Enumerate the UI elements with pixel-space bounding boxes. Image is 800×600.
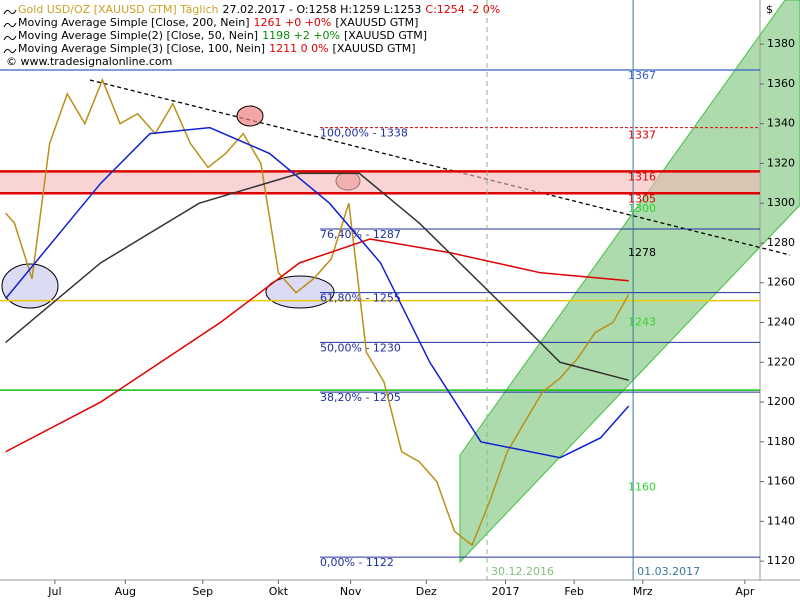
x-tick-label: 2017	[491, 585, 519, 598]
header-line: Moving Average Simple [Close, 200, Nein]…	[18, 16, 418, 29]
header-segment: C:1254 -2 0%	[425, 3, 500, 16]
series-line	[5, 77, 630, 547]
header-icon	[3, 48, 17, 54]
header-segment: 27.02.2017 - O:1258 H:1259 L:1253	[223, 3, 422, 16]
currency-label: $	[766, 3, 773, 16]
fib-label: 50,00% - 1230	[320, 341, 401, 354]
series-line	[5, 238, 629, 453]
price-label: 1367	[628, 69, 656, 82]
header-segment: [XAUUSD GTM]	[335, 16, 418, 29]
y-tick-label: 1160	[767, 475, 795, 488]
price-label: 1300	[628, 202, 656, 215]
series-line	[5, 126, 630, 459]
y-tick-label: 1300	[767, 196, 795, 209]
x-tick-label: Sep	[192, 585, 213, 598]
x-tick-label: Apr	[735, 585, 755, 598]
date-marker-label: 01.03.2017	[637, 565, 700, 578]
marker-ellipse	[1, 263, 59, 309]
x-tick-label: Mrz	[633, 585, 653, 598]
x-tick-label: Okt	[269, 585, 289, 598]
trend-channel	[459, 0, 800, 564]
price-label: 1278	[628, 246, 656, 259]
y-tick-label: 1320	[767, 156, 795, 169]
price-label: 1160	[628, 481, 656, 494]
price-label: 1316	[628, 170, 656, 183]
fib-label: 38,20% - 1205	[320, 391, 401, 404]
y-tick-label: 1240	[767, 316, 795, 329]
y-tick-label: 1380	[767, 37, 795, 50]
x-tick-label: Dez	[416, 585, 437, 598]
price-label: 1305	[628, 192, 656, 205]
header-icon	[3, 22, 17, 28]
x-tick-label: Feb	[564, 585, 583, 598]
header-icon	[3, 35, 17, 41]
x-tick-label: Nov	[340, 585, 362, 598]
price-label: 1243	[628, 316, 656, 329]
header-segment: 1198 +2 +0%	[262, 29, 340, 42]
header-line: Moving Average Simple(3) [Close, 100, Ne…	[18, 42, 416, 55]
header-segment: 1261 +0 +0%	[254, 16, 332, 29]
y-tick-label: 1280	[767, 236, 795, 249]
y-tick-label: 1220	[767, 355, 795, 368]
header-line: © www.tradesignalonline.com	[6, 55, 172, 68]
fib-label: 0,00% - 1122	[320, 556, 394, 569]
y-tick-label: 1340	[767, 117, 795, 130]
y-tick-label: 1120	[767, 554, 795, 567]
y-tick-label: 1180	[767, 435, 795, 448]
marker-ellipse	[236, 105, 264, 127]
fib-label: 100,00% - 1338	[320, 127, 408, 140]
price-label: 1337	[628, 129, 656, 142]
header-line: Moving Average Simple(2) [Close, 50, Nei…	[18, 29, 427, 42]
resistance-band	[0, 171, 760, 194]
y-tick-label: 1360	[767, 77, 795, 90]
date-marker-label: 30.12.2016	[491, 565, 554, 578]
down-trendline	[89, 79, 791, 256]
x-tick-label: Aug	[115, 585, 136, 598]
header-icon	[3, 9, 17, 15]
x-tick-label: Jul	[47, 585, 61, 598]
header-segment: 1211 0 0%	[269, 42, 328, 55]
header-segment: [XAUUSD GTM]	[344, 29, 427, 42]
y-tick-label: 1140	[767, 514, 795, 527]
header-segment: Moving Average Simple [Close, 200, Nein]	[18, 16, 250, 29]
series-line	[5, 172, 629, 381]
y-tick-label: 1200	[767, 395, 795, 408]
header-segment: Gold USD/OZ [XAUUSD GTM] Täglich	[18, 3, 219, 16]
header-line: Gold USD/OZ [XAUUSD GTM] Täglich 27.02.20…	[18, 3, 500, 16]
header-segment: Moving Average Simple(2) [Close, 50, Nei…	[18, 29, 258, 42]
header-segment: Moving Average Simple(3) [Close, 100, Ne…	[18, 42, 265, 55]
header-segment: © www.tradesignalonline.com	[6, 55, 172, 68]
y-tick-label: 1260	[767, 276, 795, 289]
header-segment: [XAUUSD GTM]	[333, 42, 416, 55]
